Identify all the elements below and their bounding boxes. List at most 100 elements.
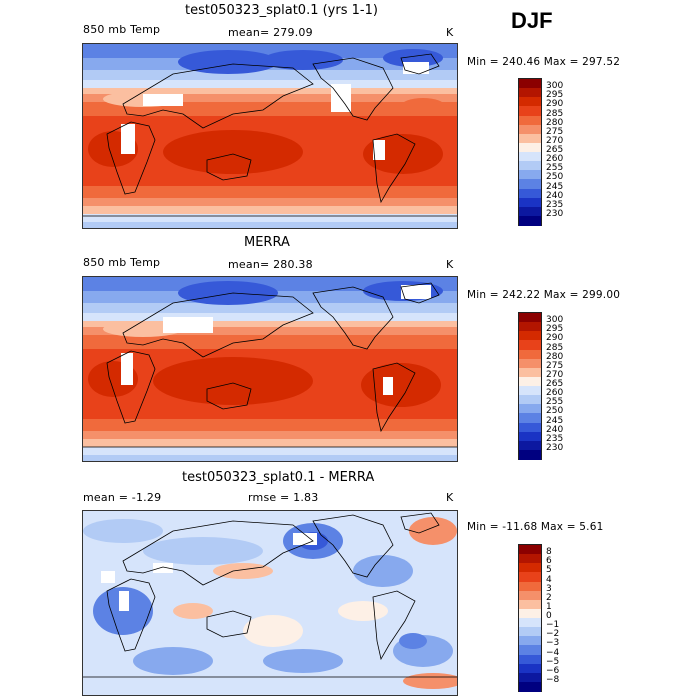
colorbar-tick-label: 295 [546, 90, 564, 101]
colorbar-tick-label: 260 [546, 154, 564, 165]
colorbar [518, 78, 542, 226]
colorbar-swatch [519, 422, 541, 433]
colorbar-swatch [519, 170, 541, 180]
variable-label: 850 mb Temp [83, 23, 161, 36]
colorbar-swatch [519, 124, 541, 135]
colorbar-swatch [519, 152, 541, 162]
colorbar-swatch [519, 636, 541, 646]
colorbar-swatch [519, 322, 541, 332]
colorbar-swatch [519, 97, 541, 107]
colorbar-tick-label: 0 [546, 611, 552, 621]
colorbar-swatch [519, 331, 541, 341]
colorbar-tick-label: 300 [546, 315, 564, 326]
colorbar-tick-label: 280 [546, 117, 564, 128]
colorbar-tick-label: −8 [546, 674, 560, 685]
panel-title: test050323_splat0.1 (yrs 1-1) [185, 3, 378, 18]
minmax-label: Min = -11.68 Max = 5.61 [467, 521, 604, 533]
colorbar-tick-label: 270 [546, 369, 564, 380]
colorbar-swatch [519, 115, 541, 126]
panel-title: test050323_splat0.1 - MERRA [182, 470, 375, 485]
colorbar-tick-label: 275 [546, 126, 564, 137]
mean-label: mean = -1.29 [83, 491, 162, 504]
colorbar-tick-label: 240 [546, 424, 564, 435]
colorbar-swatch [519, 206, 541, 217]
colorbar-tick-label: −3 [546, 638, 560, 649]
colorbar-tick-label: 235 [546, 199, 564, 210]
colorbar-tick-label: 255 [546, 397, 564, 408]
colorbar-swatch [519, 142, 541, 153]
colorbar-swatch [519, 358, 541, 369]
colorbar-tick-label: 235 [546, 433, 564, 444]
colorbar-swatch [519, 179, 541, 189]
colorbar-swatch [519, 618, 541, 628]
colorbar-swatch [519, 367, 541, 378]
colorbar-tick-label: 275 [546, 360, 564, 371]
colorbar-swatch [519, 608, 541, 619]
colorbar-swatch [519, 681, 541, 692]
colorbar-tick-label: 245 [546, 415, 564, 426]
minmax-label: Min = 240.46 Max = 297.52 [467, 56, 621, 68]
colorbar-swatch [519, 313, 541, 323]
colorbar-swatch [519, 449, 541, 460]
colorbar [518, 312, 542, 460]
colorbar-swatch [519, 581, 541, 592]
colorbar-swatch [519, 386, 541, 396]
colorbar-swatch [519, 340, 541, 350]
temperature-map [82, 276, 458, 462]
colorbar-tick-label: −1 [546, 620, 560, 631]
colorbar-swatch [519, 413, 541, 423]
colorbar-tick-label: 230 [546, 442, 564, 453]
colorbar-swatch [519, 161, 541, 171]
colorbar-tick-label: 6 [546, 556, 552, 567]
colorbar-tick-label: −4 [546, 647, 560, 658]
colorbar-tick-label: 2 [546, 592, 552, 603]
colorbar-tick-label: 8 [546, 547, 552, 558]
colorbar-swatch [519, 106, 541, 116]
units-label: K [446, 26, 454, 39]
colorbar-swatch [519, 572, 541, 582]
colorbar-tick-label: 270 [546, 135, 564, 146]
colorbar-tick-label: 285 [546, 342, 564, 353]
colorbar-tick-label: 280 [546, 351, 564, 362]
colorbar-swatch [519, 133, 541, 144]
colorbar-swatch [519, 376, 541, 387]
difference-map [82, 510, 458, 696]
colorbar-tick-label: −5 [546, 656, 560, 667]
colorbar-tick-label: 295 [546, 324, 564, 335]
minmax-label: Min = 242.22 Max = 299.00 [467, 289, 621, 301]
mean-label: mean= 279.09 [228, 26, 313, 39]
colorbar-tick-label: 290 [546, 333, 564, 344]
colorbar-tick-label: −6 [546, 665, 560, 676]
colorbar-tick-label: 4 [546, 574, 552, 585]
colorbar-swatch [519, 654, 541, 665]
colorbar-swatch [519, 404, 541, 414]
colorbar-swatch [519, 627, 541, 637]
colorbar-swatch [519, 590, 541, 601]
temperature-map [82, 43, 458, 229]
colorbar-tick-label: −2 [546, 629, 560, 640]
colorbar-tick-label: 250 [546, 172, 564, 183]
colorbar-swatch [519, 563, 541, 573]
variable-label: 850 mb Temp [83, 256, 161, 269]
colorbar-swatch [519, 215, 541, 226]
colorbar-tick-label: 250 [546, 406, 564, 417]
colorbar-swatch [519, 545, 541, 555]
colorbar-tick-label: 5 [546, 565, 552, 576]
colorbar-swatch [519, 88, 541, 98]
rmse-label: rmse = 1.83 [248, 491, 319, 504]
colorbar-tick-label: 260 [546, 388, 564, 399]
colorbar-tick-label: 3 [546, 583, 552, 594]
colorbar-tick-label: 265 [546, 379, 564, 389]
colorbar-tick-label: 1 [546, 601, 552, 612]
colorbar-swatch [519, 79, 541, 89]
colorbar-swatch [519, 672, 541, 683]
colorbar-swatch [519, 431, 541, 442]
mean-label: mean= 280.38 [228, 258, 313, 271]
panel-title: MERRA [244, 235, 290, 250]
colorbar-tick-label: 240 [546, 190, 564, 201]
colorbar-tick-label: 290 [546, 99, 564, 110]
colorbar-swatch [519, 554, 541, 564]
colorbar-swatch [519, 349, 541, 360]
colorbar-swatch [519, 188, 541, 199]
colorbar-swatch [519, 440, 541, 451]
